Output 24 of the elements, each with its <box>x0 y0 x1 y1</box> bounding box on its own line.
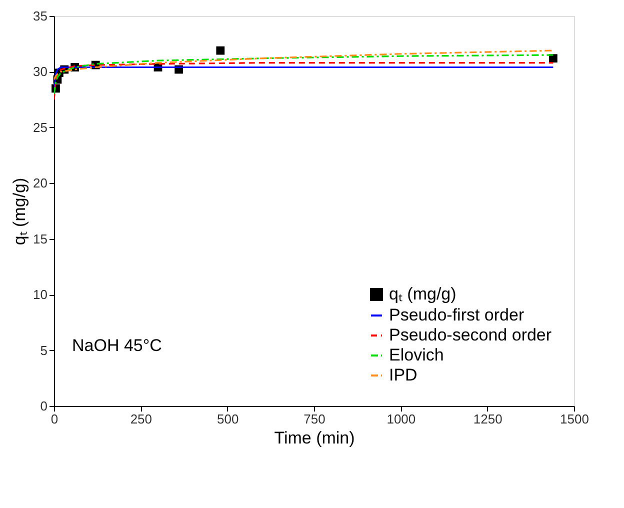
y-tick-label: 10 <box>33 287 48 302</box>
legend-label: Pseudo-first order <box>389 306 524 324</box>
x-axis-title: Time (min) <box>274 428 355 448</box>
legend-label: qₜ (mg/g) <box>389 284 456 304</box>
y-tick-label: 15 <box>33 231 48 246</box>
point <box>216 46 225 55</box>
y-tick-label: 20 <box>33 176 48 191</box>
legend-label: Elovich <box>389 346 444 364</box>
y-tick-label: 30 <box>33 64 48 80</box>
y-tick-label: 5 <box>40 342 48 358</box>
x-tick-label: 250 <box>130 412 152 426</box>
y-tick-label: 35 <box>33 8 48 24</box>
legend-label: IPD <box>389 366 418 384</box>
y-axis-title: qₜ (mg/g) <box>10 178 30 246</box>
x-tick-label: 500 <box>216 412 239 426</box>
y-tick-label: 25 <box>33 120 48 135</box>
x-tick-label: 1250 <box>473 412 502 426</box>
x-tick-label: 1500 <box>560 412 589 426</box>
annotation: NaOH 45°C <box>72 336 162 355</box>
y-tick-label: 0 <box>40 398 48 414</box>
x-tick-label: 0 <box>50 412 58 426</box>
x-tick-label: 1000 <box>386 412 416 426</box>
legend-label: Pseudo-second order <box>389 326 552 344</box>
x-tick-label: 750 <box>304 412 326 426</box>
